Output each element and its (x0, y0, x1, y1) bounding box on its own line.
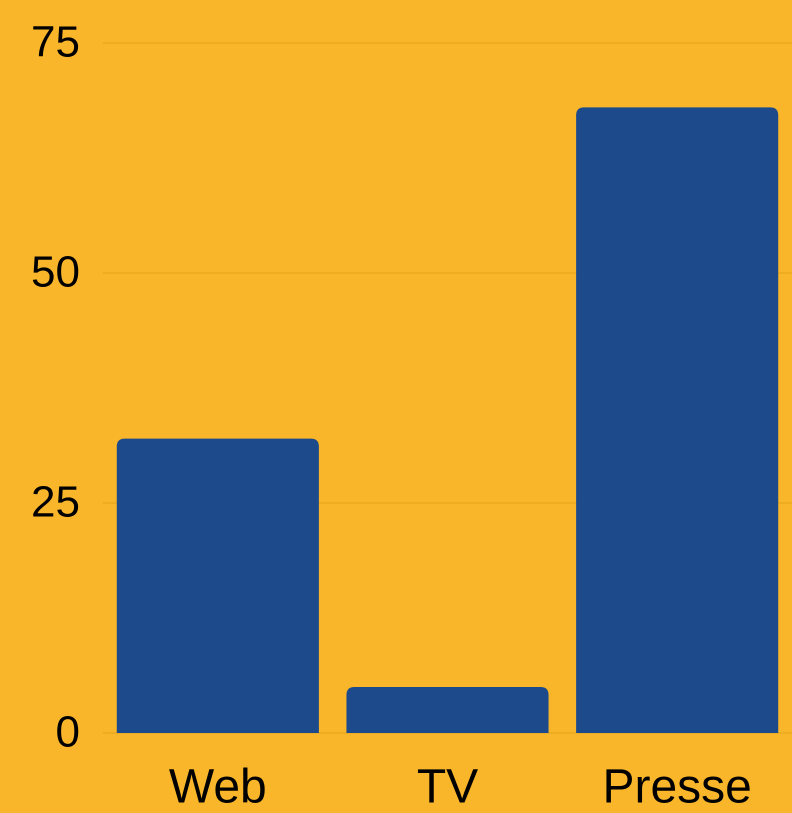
bar (116, 438, 319, 733)
y-tick-label: 0 (56, 708, 80, 757)
y-tick-label: 75 (31, 18, 80, 67)
bar (346, 687, 549, 733)
x-tick-label: TV (417, 761, 478, 813)
y-tick-label: 25 (31, 478, 80, 527)
bar (576, 107, 779, 733)
y-tick-label: 50 (31, 248, 80, 297)
x-tick-label: Presse (602, 761, 751, 813)
x-tick-label: Web (169, 761, 267, 813)
